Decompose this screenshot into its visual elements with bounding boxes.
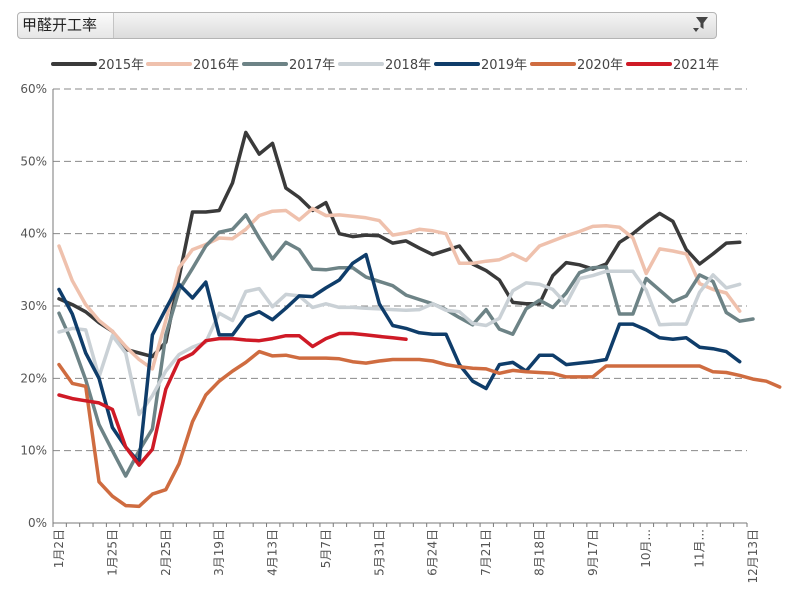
- x-tick-label: 2月25日: [159, 529, 173, 576]
- y-tick-label: 20%: [20, 371, 47, 385]
- series-line-2015年: [57, 130, 742, 359]
- y-tick-label: 40%: [20, 227, 47, 241]
- x-tick-label: 1月25日: [105, 529, 119, 576]
- x-tick-label: 10月...: [639, 529, 653, 568]
- x-tick-label: 8月18日: [532, 529, 546, 576]
- series-line-2019年: [57, 252, 742, 464]
- x-tick-label: 7月21日: [479, 529, 493, 576]
- y-tick-label: 60%: [20, 82, 47, 96]
- chart-filter-bar[interactable]: 甲醛开工率: [17, 12, 717, 39]
- x-tick-label: 11月...: [693, 529, 707, 568]
- x-tick-label: 3月19日: [212, 529, 226, 576]
- y-tick-label: 10%: [20, 444, 47, 458]
- legend-label: 2016年: [193, 58, 239, 73]
- series-line-2018年: [57, 269, 742, 417]
- legend-label: 2017年: [289, 58, 335, 73]
- y-tick-label: 50%: [20, 154, 47, 168]
- x-tick-label: 4月13日: [266, 529, 280, 576]
- legend-label: 2015年: [98, 58, 144, 73]
- y-tick-label: 0%: [28, 516, 47, 530]
- series-line-2021年: [57, 331, 408, 467]
- x-tick-label: 6月24日: [426, 529, 440, 576]
- legend-label: 2020年: [577, 58, 623, 73]
- x-tick-label: 1月2日: [52, 529, 66, 568]
- legend-label: 2021年: [673, 58, 719, 73]
- funnel-dropdown-icon[interactable]: [692, 15, 710, 35]
- x-tick-label: 5月31日: [372, 529, 386, 576]
- legend-label: 2019年: [481, 58, 527, 73]
- filter-title: 甲醛开工率: [18, 13, 115, 38]
- series-line-2017年: [57, 213, 755, 478]
- series-line-2020年: [57, 349, 782, 509]
- x-axis: 1月2日 1月25日 2月25日 3月19日 4月13日 5月7日 5月31日 6月24日 7月…: [52, 522, 760, 584]
- chart-legend: 2015年 2016年 2017年 2018年 2019年 2020年 2021年: [51, 58, 719, 73]
- x-tick-label: 5月7日: [319, 529, 333, 568]
- series-lines: [57, 130, 782, 509]
- x-tick-label: 12月13日: [746, 529, 760, 584]
- legend-label: 2018年: [385, 58, 431, 73]
- x-tick-label: 9月17日: [586, 529, 600, 576]
- y-tick-label: 30%: [20, 299, 47, 313]
- y-axis: 0% 10% 20% 30% 40% 50% 60%: [20, 82, 54, 530]
